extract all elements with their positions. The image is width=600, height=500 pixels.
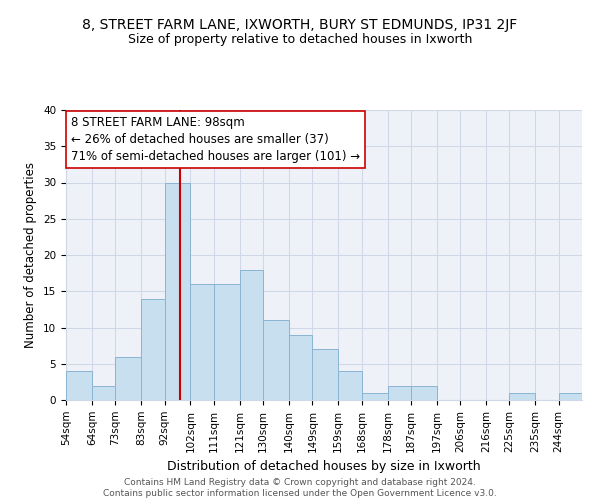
Bar (509, 393, 535, 400)
Bar (411, 386, 437, 400)
Bar (313, 349, 338, 400)
Text: Size of property relative to detached houses in Ixworth: Size of property relative to detached ho… (128, 32, 472, 46)
Bar (115, 356, 141, 400)
Text: 8, STREET FARM LANE, IXWORTH, BURY ST EDMUNDS, IP31 2JF: 8, STREET FARM LANE, IXWORTH, BURY ST ED… (82, 18, 518, 32)
Bar (240, 270, 263, 400)
Bar (362, 393, 388, 400)
Bar (338, 371, 362, 400)
Bar (263, 320, 289, 400)
Bar (559, 393, 582, 400)
Bar (92, 386, 115, 400)
Text: 8 STREET FARM LANE: 98sqm
← 26% of detached houses are smaller (37)
71% of semi-: 8 STREET FARM LANE: 98sqm ← 26% of detac… (71, 116, 360, 163)
Y-axis label: Number of detached properties: Number of detached properties (25, 162, 37, 348)
Bar (66, 371, 92, 400)
Bar (214, 284, 240, 400)
Text: Contains HM Land Registry data © Crown copyright and database right 2024.
Contai: Contains HM Land Registry data © Crown c… (103, 478, 497, 498)
Bar (190, 284, 214, 400)
Bar (388, 386, 411, 400)
X-axis label: Distribution of detached houses by size in Ixworth: Distribution of detached houses by size … (167, 460, 481, 473)
Bar (164, 182, 190, 400)
Bar (289, 335, 313, 400)
Bar (141, 298, 164, 400)
